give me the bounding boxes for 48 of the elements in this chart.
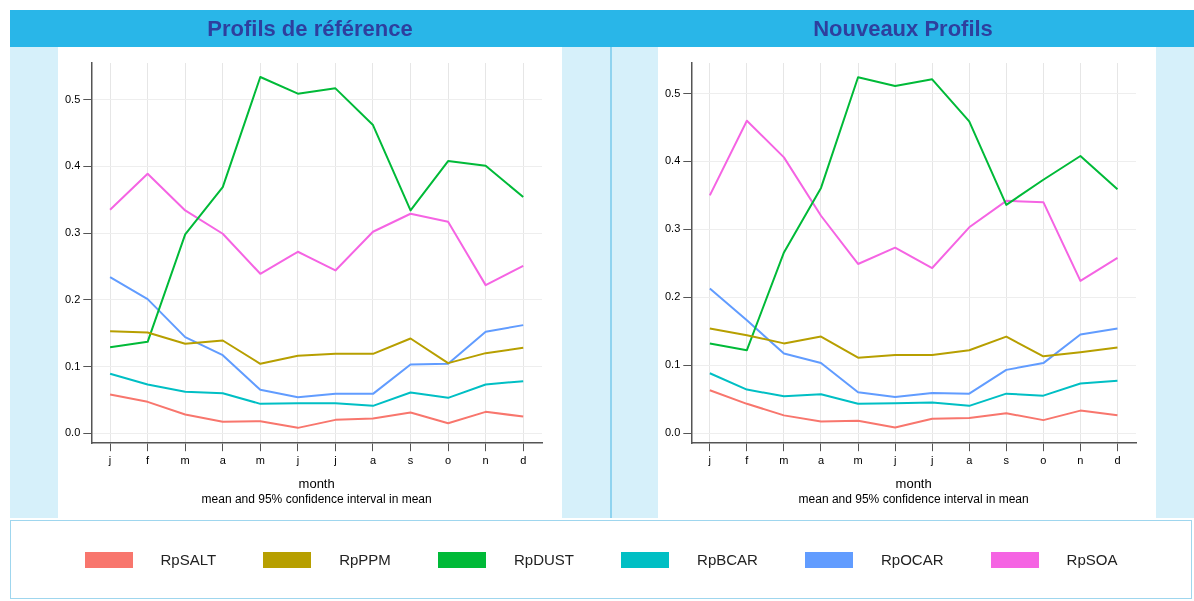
x-tick-label: f [745,453,750,466]
text: mean and 95% confidence interval in mean [798,492,1029,507]
x-tick-label: j [892,453,897,466]
legend-label: RpSOA [1066,551,1118,568]
x-tick-label: m [853,453,863,466]
x-tick-label: a [219,453,227,466]
y-tick-label: 0.0 [64,426,81,439]
x-tick-label: a [966,453,974,466]
y-tick-label: 0.4 [64,159,81,172]
x-tick-label: j [333,453,337,466]
x-tick-label: n [1077,453,1084,466]
legend-label: RpSALT [160,551,217,568]
x-tick-label: m [180,453,190,466]
x-tick-label: f [146,453,151,466]
x-axis-title: month [298,475,335,491]
y-tick-label: 0.4 [664,154,681,167]
y-tick-label: 0.1 [664,358,681,371]
x-tick-label: j [295,453,300,466]
x-tick-label: a [369,453,377,466]
x-tick-label: d [1114,453,1121,466]
y-tick-label: 0.5 [64,92,81,105]
x-tick-label: a [817,453,825,466]
text: mean and 95% confidence interval in mean [201,492,432,507]
y-tick-label: 0.3 [64,226,81,239]
y-tick-label: 0.2 [64,292,81,305]
x-tick-label: d [520,453,527,466]
x-tick-label: s [1003,453,1010,466]
y-tick-label: 0.2 [664,290,681,303]
x-tick-label: m [255,453,265,466]
x-tick-label: s [407,453,414,466]
chart-title: Profils de référence [206,14,414,43]
y-tick-label: 0.5 [664,86,681,99]
x-tick-label: j [929,453,934,466]
x-tick-label: o [445,453,452,466]
legend-label: RpDUST [513,551,574,568]
y-tick-label: 0.3 [664,222,681,235]
x-tick-label: o [1040,453,1047,466]
legend-label: RpPPM [339,551,391,568]
x-tick-label: j [107,453,112,466]
x-tick-label: m [779,453,789,466]
legend-label: RpBCAR [697,551,758,568]
chart-title: Nouveaux Profils [812,14,994,43]
legend-label: RpOCAR [880,551,944,568]
y-tick-label: 0.1 [64,359,81,372]
x-axis-title: month [895,475,932,491]
y-tick-label: 0.0 [664,426,681,439]
x-tick-label: n [482,453,489,466]
x-tick-label: j [707,453,712,466]
